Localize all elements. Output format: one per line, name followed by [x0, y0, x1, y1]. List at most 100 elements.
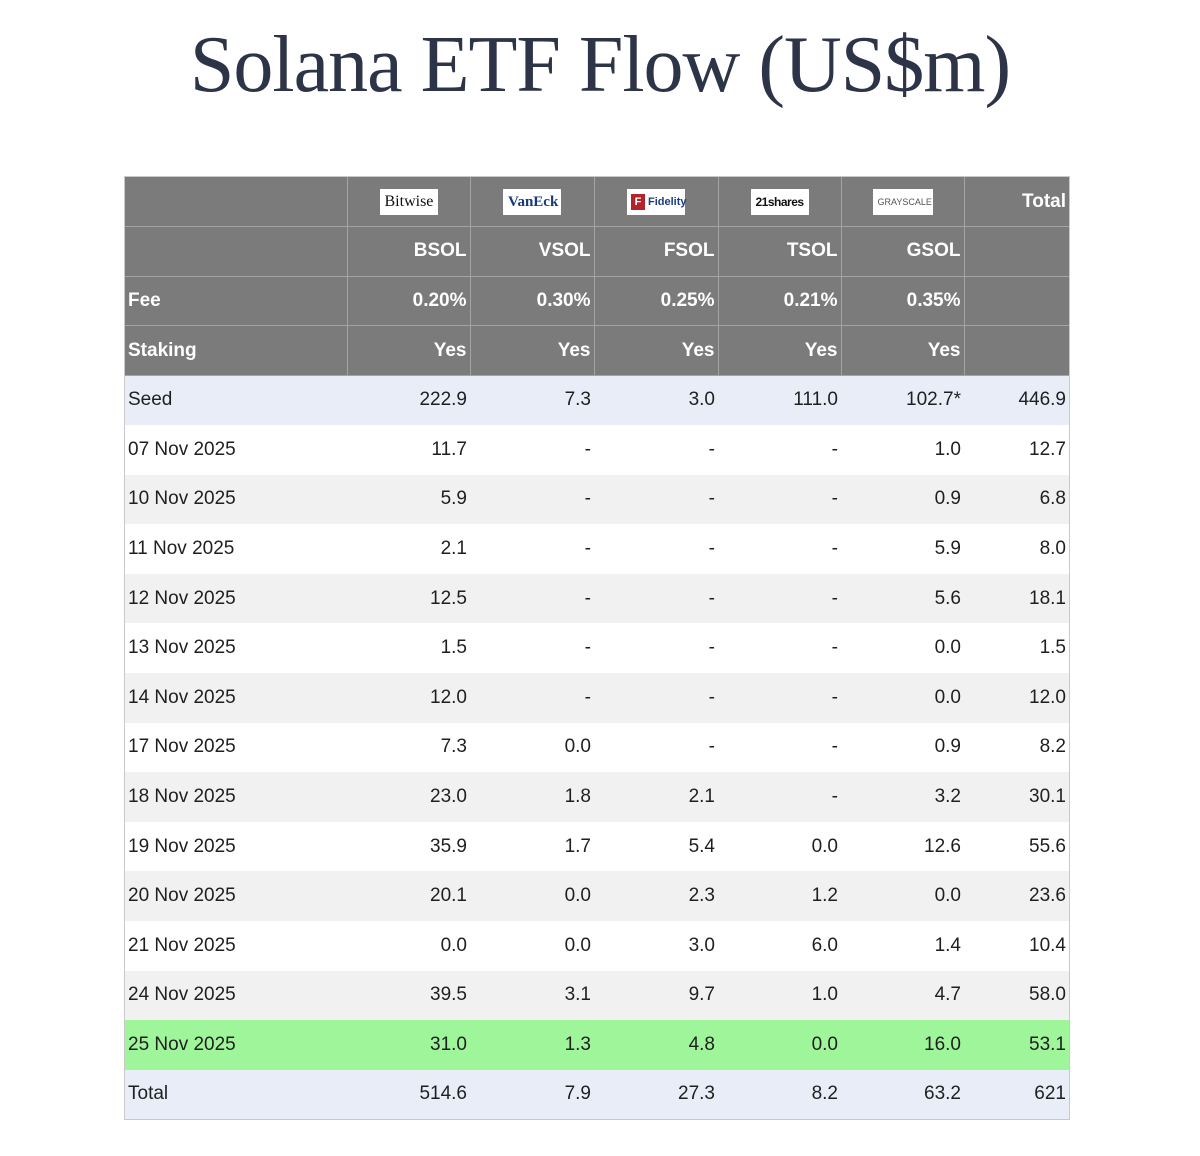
table-row: 18 Nov 2025 23.0 1.8 2.1-3.2 30.1 — [125, 772, 1069, 822]
row-total-cell: 10.4 — [964, 920, 1069, 971]
flow-cell: 1.3 — [470, 1020, 594, 1070]
staking-label: Staking — [125, 325, 347, 376]
flow-cell: 3.2 — [841, 772, 964, 822]
total-row: Total 514.6 7.9 27.3 8.2 63.2 621 — [125, 1069, 1069, 1120]
fee-value: 0.20% — [346, 276, 470, 327]
flow-cell: 63.2 — [841, 1069, 964, 1120]
flow-cell: 0.9 — [841, 474, 964, 525]
issuer-cell-21shares: 21shares — [717, 177, 841, 228]
flow-cell: 7.9 — [470, 1069, 594, 1120]
flow-cell: 102.7* — [841, 375, 964, 425]
header-row-staking: Staking Yes Yes Yes Yes Yes — [125, 325, 1069, 376]
flow-cell: 23.0 — [347, 772, 470, 822]
fidelity-logo: F Fidelity — [627, 188, 687, 215]
etf-flow-table: Bitwise VanEck F Fidelity 21shares GRAYSC… — [124, 176, 1070, 1121]
row-total-cell: 58.0 — [964, 970, 1069, 1021]
flow-cell: 0.0 — [470, 722, 594, 773]
flow-cell: 5.4 — [594, 821, 718, 872]
flow-cell: 7.3 — [470, 375, 594, 425]
flow-cell: 2.1 — [347, 524, 470, 574]
flow-cell: - — [718, 424, 841, 475]
flow-cell: 0.0 — [470, 871, 594, 921]
fee-value: 0.21% — [717, 276, 841, 327]
flow-cell: 20.1 — [347, 871, 470, 921]
table-row: 12 Nov 2025 12.5- - -5.6 18.1 — [125, 573, 1069, 624]
staking-value: Yes — [469, 325, 594, 376]
seed-row: Seed 222.9 7.3 3.0 111.0 102.7* 446.9 — [125, 375, 1069, 425]
staking-value: Yes — [840, 325, 964, 376]
flow-cell: - — [594, 672, 718, 723]
flow-cell: 0.0 — [841, 871, 964, 921]
flow-cell: 11.7 — [347, 424, 470, 475]
row-label: 25 Nov 2025 — [125, 1020, 347, 1070]
row-total-cell: 18.1 — [964, 573, 1069, 624]
row-label: 13 Nov 2025 — [125, 623, 347, 673]
flow-cell: - — [470, 524, 594, 574]
flow-cell: 4.8 — [594, 1020, 718, 1070]
row-total-cell: 12.0 — [964, 672, 1069, 723]
issuer-cell-vaneck: VanEck — [469, 177, 594, 228]
row-label: 12 Nov 2025 — [125, 573, 347, 624]
row-total-cell: 23.6 — [964, 871, 1069, 921]
row-label: 14 Nov 2025 — [125, 672, 347, 723]
flow-cell: 12.0 — [347, 672, 470, 723]
row-total-cell: 30.1 — [964, 772, 1069, 822]
table-body: Bitwise VanEck F Fidelity 21shares GRAYSC… — [125, 177, 1069, 1120]
fee-value: 0.35% — [840, 276, 964, 327]
flow-cell: 12.5 — [347, 573, 470, 624]
ticker-label-cell — [125, 226, 347, 277]
row-total-cell: 1.5 — [964, 623, 1069, 673]
table-row: 07 Nov 2025 11.7- - -1.0 12.7 — [125, 424, 1069, 475]
table-row: 21 Nov 2025 0.0 0.0 3.0 6.0 1.4 10.4 — [125, 920, 1069, 971]
ticker-fsol: FSOL — [593, 226, 718, 277]
staking-value: Yes — [593, 325, 718, 376]
fee-label: Fee — [125, 276, 347, 327]
flow-cell: 1.4 — [841, 920, 964, 971]
flow-cell: 222.9 — [347, 375, 470, 425]
staking-total-cell — [963, 325, 1069, 376]
fee-value: 0.25% — [593, 276, 718, 327]
ticker-bsol: BSOL — [346, 226, 470, 277]
flow-cell: 1.0 — [841, 424, 964, 475]
flow-cell: 1.5 — [347, 623, 470, 673]
issuer-cell-bitwise: Bitwise — [346, 177, 470, 228]
flow-cell: 39.5 — [347, 970, 470, 1021]
grayscale-logo: GRAYSCALE — [872, 188, 933, 215]
row-label: 10 Nov 2025 — [125, 474, 347, 525]
fidelity-logo-text: Fidelity — [648, 195, 687, 208]
flow-cell: 4.7 — [841, 970, 964, 1021]
flow-cell: 35.9 — [347, 821, 470, 872]
flow-cell: - — [594, 424, 718, 475]
flow-cell: 5.9 — [347, 474, 470, 525]
flow-cell: - — [594, 623, 718, 673]
flow-cell: 6.0 — [718, 920, 841, 971]
row-label: Seed — [125, 375, 347, 425]
flow-cell: 111.0 — [718, 375, 841, 425]
flow-cell: - — [718, 573, 841, 624]
flow-cell: 3.1 — [470, 970, 594, 1021]
table-row: 13 Nov 2025 1.5- - -0.0 1.5 — [125, 623, 1069, 673]
flow-cell: 2.1 — [594, 772, 718, 822]
flow-cell: - — [718, 623, 841, 673]
bitwise-logo: Bitwise — [379, 188, 438, 215]
flow-cell: 12.6 — [841, 821, 964, 872]
flow-cell: - — [594, 524, 718, 574]
flow-cell: - — [470, 474, 594, 525]
row-label: 21 Nov 2025 — [125, 920, 347, 971]
ticker-vsol: VSOL — [469, 226, 594, 277]
flow-cell: 3.0 — [594, 375, 718, 425]
vaneck-logo: VanEck — [503, 188, 561, 215]
ticker-tsol: TSOL — [717, 226, 841, 277]
row-total-cell: 6.8 — [964, 474, 1069, 525]
fee-value: 0.30% — [469, 276, 594, 327]
21shares-logo: 21shares — [750, 188, 809, 215]
row-label: 07 Nov 2025 — [125, 424, 347, 475]
flow-cell: 8.2 — [718, 1069, 841, 1120]
flow-cell: 1.8 — [470, 772, 594, 822]
ticker-gsol: GSOL — [840, 226, 964, 277]
row-label: 19 Nov 2025 — [125, 821, 347, 872]
flow-cell: - — [594, 474, 718, 525]
ticker-total-cell — [963, 226, 1069, 277]
flow-cell: - — [470, 424, 594, 475]
table-row: 24 Nov 2025 39.5 3.1 9.7 1.0 4.7 58.0 — [125, 970, 1069, 1021]
